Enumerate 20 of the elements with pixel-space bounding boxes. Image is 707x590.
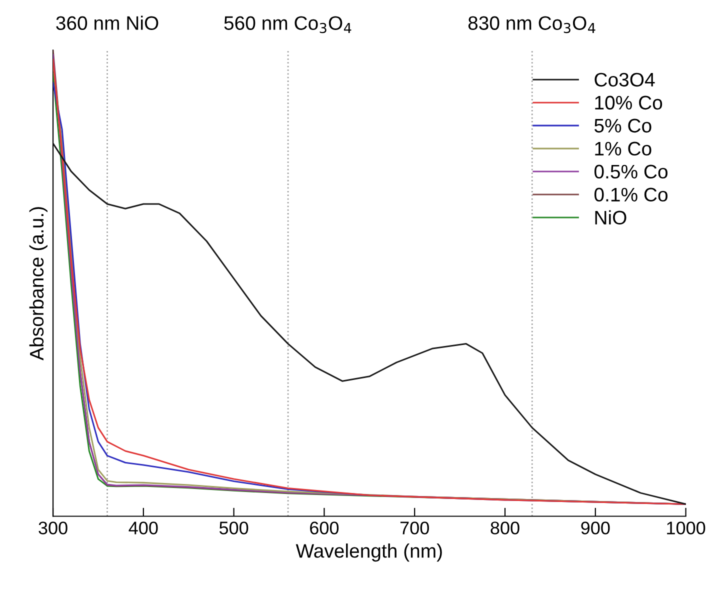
legend-label: Co3O4 <box>594 72 655 87</box>
x-tick-label: 500 <box>219 522 248 534</box>
x-tick-label: 800 <box>490 522 520 534</box>
x-tick-label: 600 <box>310 522 339 534</box>
x-tick-label: 300 <box>38 522 68 534</box>
ref-line-label: 830 nm Co$_{3}$O$_{4}$ <box>468 16 596 34</box>
legend-label: 0.5% Co <box>594 164 668 179</box>
legend-label: 0.1% Co <box>594 188 668 202</box>
x-tick-label: 400 <box>128 522 158 534</box>
legend-label: 5% Co <box>594 118 652 133</box>
x-tick-label: 1000 <box>667 522 706 534</box>
legend-label: 10% Co <box>595 96 662 110</box>
y-axis-title: Absorbance (a.u.) <box>29 207 48 360</box>
legend-label: NiO <box>595 210 626 225</box>
x-tick-label: 700 <box>400 522 429 534</box>
ref-line-label: 560 nm Co$_{3}$O$_{4}$ <box>224 16 352 34</box>
legend-label: 1% Co <box>595 142 652 156</box>
ref-line-label: 360 nm NiO <box>56 16 158 30</box>
x-axis-title: Wavelength (nm) <box>296 544 442 562</box>
x-tick-label: 900 <box>581 522 610 534</box>
